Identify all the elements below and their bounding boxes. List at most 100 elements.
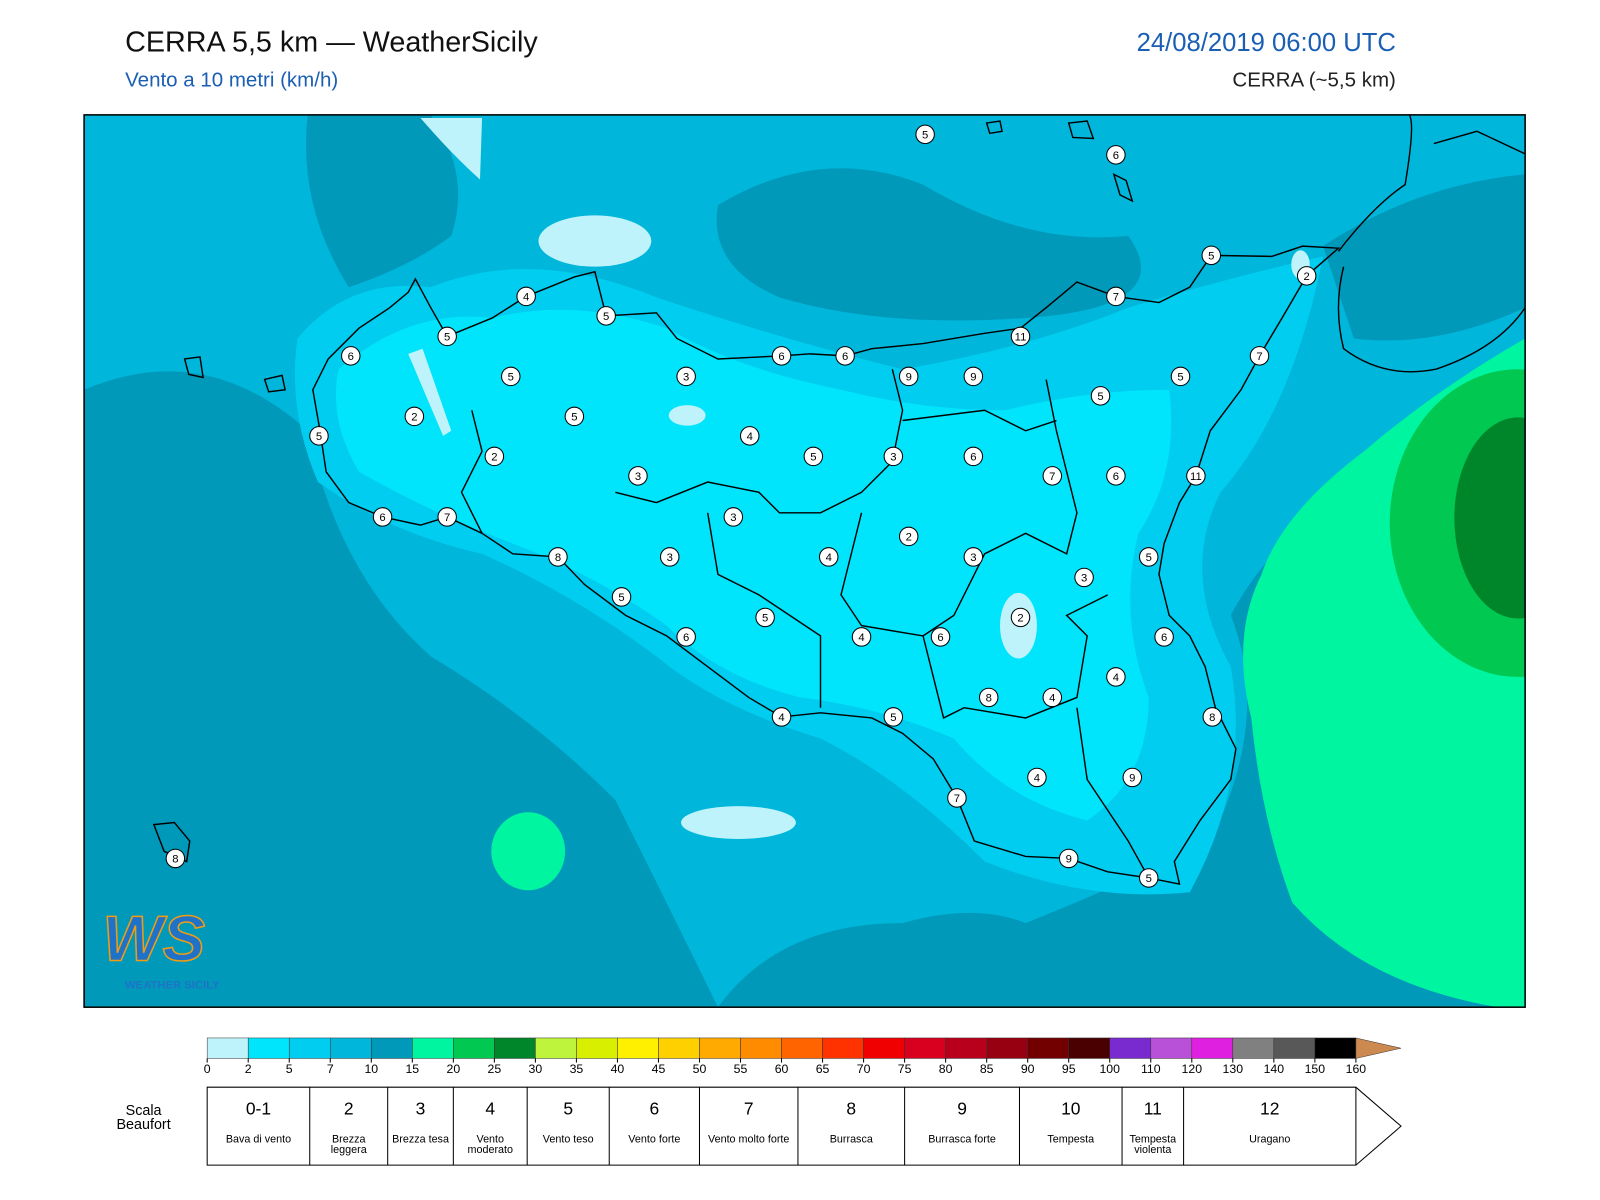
station-value: 5 (603, 311, 609, 323)
station-marker (1027, 767, 1047, 788)
map-frame (83, 114, 1526, 1008)
colorbar-box (576, 1037, 618, 1059)
station-value: 11 (1190, 471, 1202, 483)
field-area (1454, 417, 1526, 619)
beaufort-description: Burrasca (829, 1133, 873, 1146)
field-area (538, 215, 652, 267)
station-value: 7 (1049, 471, 1055, 483)
station-value: 7 (1256, 351, 1262, 363)
colorbar-box (1150, 1037, 1193, 1059)
station-value: 6 (348, 351, 354, 363)
beaufort-description: Tempesta violenta (1129, 1133, 1177, 1156)
coastline (312, 245, 1341, 886)
colorbar-tick-label: 160 (1346, 1062, 1367, 1076)
colorbar-box (288, 1037, 331, 1059)
station-value: 2 (491, 451, 497, 463)
station-value: 5 (922, 129, 928, 141)
beaufort-scale: Scala Beaufort 0-1 2 3 4 5 6 7 8 9 10 11 12 (116, 1086, 1402, 1166)
station-marker (1058, 848, 1079, 869)
station-value: 4 (523, 291, 529, 303)
colorbar-tick-label: 140 (1264, 1062, 1285, 1076)
station-value: 5 (1177, 371, 1183, 383)
station-marker (1042, 687, 1063, 708)
station-marker (898, 366, 919, 387)
station-marker (883, 446, 904, 467)
station-marker (1201, 245, 1222, 266)
colorbar-tick-label: 55 (734, 1062, 748, 1076)
station-marker (1186, 466, 1206, 486)
station-value: 8 (1209, 712, 1215, 724)
station-value: 3 (667, 552, 673, 564)
station-marker (835, 346, 855, 366)
beaufort-force: 9 (957, 1098, 967, 1118)
station-marker (898, 526, 919, 547)
beaufort-force: 4 (485, 1098, 495, 1118)
station-value: 3 (890, 451, 896, 463)
station-marker (372, 507, 393, 527)
beaufort-force: 3 (416, 1098, 426, 1118)
station-marker (915, 124, 935, 145)
station-value: 4 (1113, 672, 1119, 684)
station-marker (1170, 366, 1191, 387)
colorbar-extension (1355, 1037, 1402, 1059)
colorbar-box (247, 1037, 290, 1059)
station-marker (1010, 607, 1031, 628)
colorbar-tick-label: 35 (570, 1062, 584, 1076)
station-value: 4 (747, 431, 753, 443)
beaufort-force: 2 (344, 1098, 354, 1118)
beaufort-description: Tempesta (1047, 1133, 1095, 1146)
colorbar-box (1068, 1037, 1110, 1059)
colorbar-box (1027, 1037, 1069, 1059)
station-value: 7 (444, 512, 450, 524)
station-marker (659, 547, 680, 567)
station-marker (437, 326, 457, 347)
station-marker (1138, 547, 1159, 567)
colorbar-box (494, 1037, 536, 1059)
station-marker (1202, 707, 1223, 727)
colorbar-box (904, 1037, 946, 1059)
field-area (668, 405, 706, 426)
station-marker (723, 507, 744, 527)
field-area (1323, 174, 1526, 341)
station-marker (309, 426, 329, 446)
colorbar-box (986, 1037, 1028, 1059)
colorbar-tick-label: 15 (405, 1062, 419, 1076)
station-value: 2 (1304, 271, 1310, 283)
station-marker (341, 346, 361, 366)
colorbar-box (1232, 1037, 1275, 1059)
station-marker (1106, 466, 1126, 486)
colorbar-tick-label: 130 (1223, 1062, 1244, 1076)
beaufort-force: 10 (1061, 1098, 1081, 1118)
station-value: 5 (1208, 250, 1214, 262)
colorbar-tick-label: 150 (1305, 1062, 1326, 1076)
colorbar-tick-label: 110 (1141, 1062, 1161, 1076)
colorbar-tick-label: 75 (898, 1062, 912, 1076)
station-marker (1090, 386, 1111, 406)
station-marker (1010, 326, 1031, 347)
station-marker (771, 346, 792, 366)
station-marker (771, 707, 792, 727)
station-value: 9 (1129, 772, 1135, 784)
colorbar-tick-label: 70 (857, 1062, 871, 1076)
station-value: 6 (1113, 150, 1119, 162)
station-value: 5 (571, 411, 577, 423)
station-marker (1106, 145, 1126, 165)
station-value: 4 (778, 712, 784, 724)
subtitle: Vento a 10 metri (km/h) (125, 68, 338, 91)
station-value: 6 (1161, 632, 1167, 644)
station-value: 5 (810, 451, 816, 463)
field-area (305, 114, 459, 288)
colorbar-box (699, 1037, 741, 1059)
station-marker (1106, 286, 1126, 307)
station-value: 6 (683, 632, 689, 644)
station-value: 3 (970, 552, 976, 564)
colorbar-tick-label: 40 (611, 1062, 625, 1076)
colorbar-box (412, 1037, 454, 1059)
station-value: 5 (444, 331, 450, 343)
colorbar-box (740, 1037, 782, 1059)
station-marker (978, 687, 999, 708)
station-marker (484, 446, 505, 467)
beaufort-description: Vento forte (628, 1133, 681, 1146)
